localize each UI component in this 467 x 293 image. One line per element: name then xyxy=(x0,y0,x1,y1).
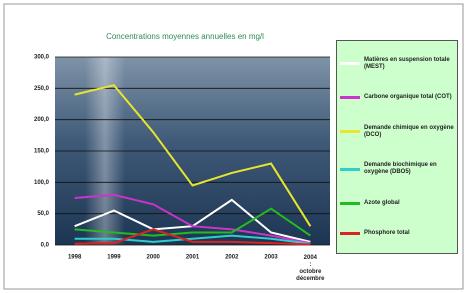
legend-entry: Demande chimique en oxygène (DCO) xyxy=(340,125,454,139)
legend-swatch xyxy=(340,168,360,171)
legend-label: Demande biochimique en oxygène (DBO5) xyxy=(364,162,454,176)
legend-entry: Phosphore total xyxy=(340,230,454,237)
legend-label: Phosphore total xyxy=(364,230,410,237)
y-tick-label: 100,0 xyxy=(34,180,50,186)
legend-label: Matières en suspension totale (MEST) xyxy=(364,57,454,71)
y-tick-label: 50,0 xyxy=(37,211,49,217)
legend-label: Azote global xyxy=(364,200,400,207)
y-tick-label: 150,0 xyxy=(34,149,50,155)
x-tick-label: 2001 xyxy=(186,255,200,261)
legend-label: Demande chimique en oxygène (DCO) xyxy=(364,125,454,139)
legend-swatch xyxy=(340,130,360,133)
legend: Matières en suspension totale (MEST) Carb… xyxy=(336,40,458,254)
legend-swatch xyxy=(340,62,360,65)
y-tick-label: 0,0 xyxy=(41,243,50,249)
x-tick-label: 1999 xyxy=(107,255,121,261)
legend-swatch xyxy=(340,96,360,99)
legend-entry: Demande biochimique en oxygène (DBO5) xyxy=(340,162,454,176)
x-tick-label: 2003 xyxy=(264,255,278,261)
y-tick-label: 300,0 xyxy=(34,55,50,61)
legend-entry: Azote global xyxy=(340,200,454,207)
legend-swatch xyxy=(340,202,360,205)
legend-entry: Matières en suspension totale (MEST) xyxy=(340,57,454,71)
legend-entry: Carbone organique total (COT) xyxy=(340,94,454,101)
legend-label: Carbone organique total (COT) xyxy=(364,94,452,101)
y-tick-label: 250,0 xyxy=(34,86,50,92)
x-tick-label: 1998 xyxy=(68,255,82,261)
x-tick-label: 2002 xyxy=(225,255,239,261)
y-tick-label: 200,0 xyxy=(34,117,50,123)
legend-swatch xyxy=(340,232,360,235)
chart-frame: Concentrations moyennes annuelles en mg/… xyxy=(0,0,467,293)
x-tick-label: 2000 xyxy=(147,255,161,261)
chart-title: Concentrations moyennes annuelles en mg/… xyxy=(106,32,264,41)
